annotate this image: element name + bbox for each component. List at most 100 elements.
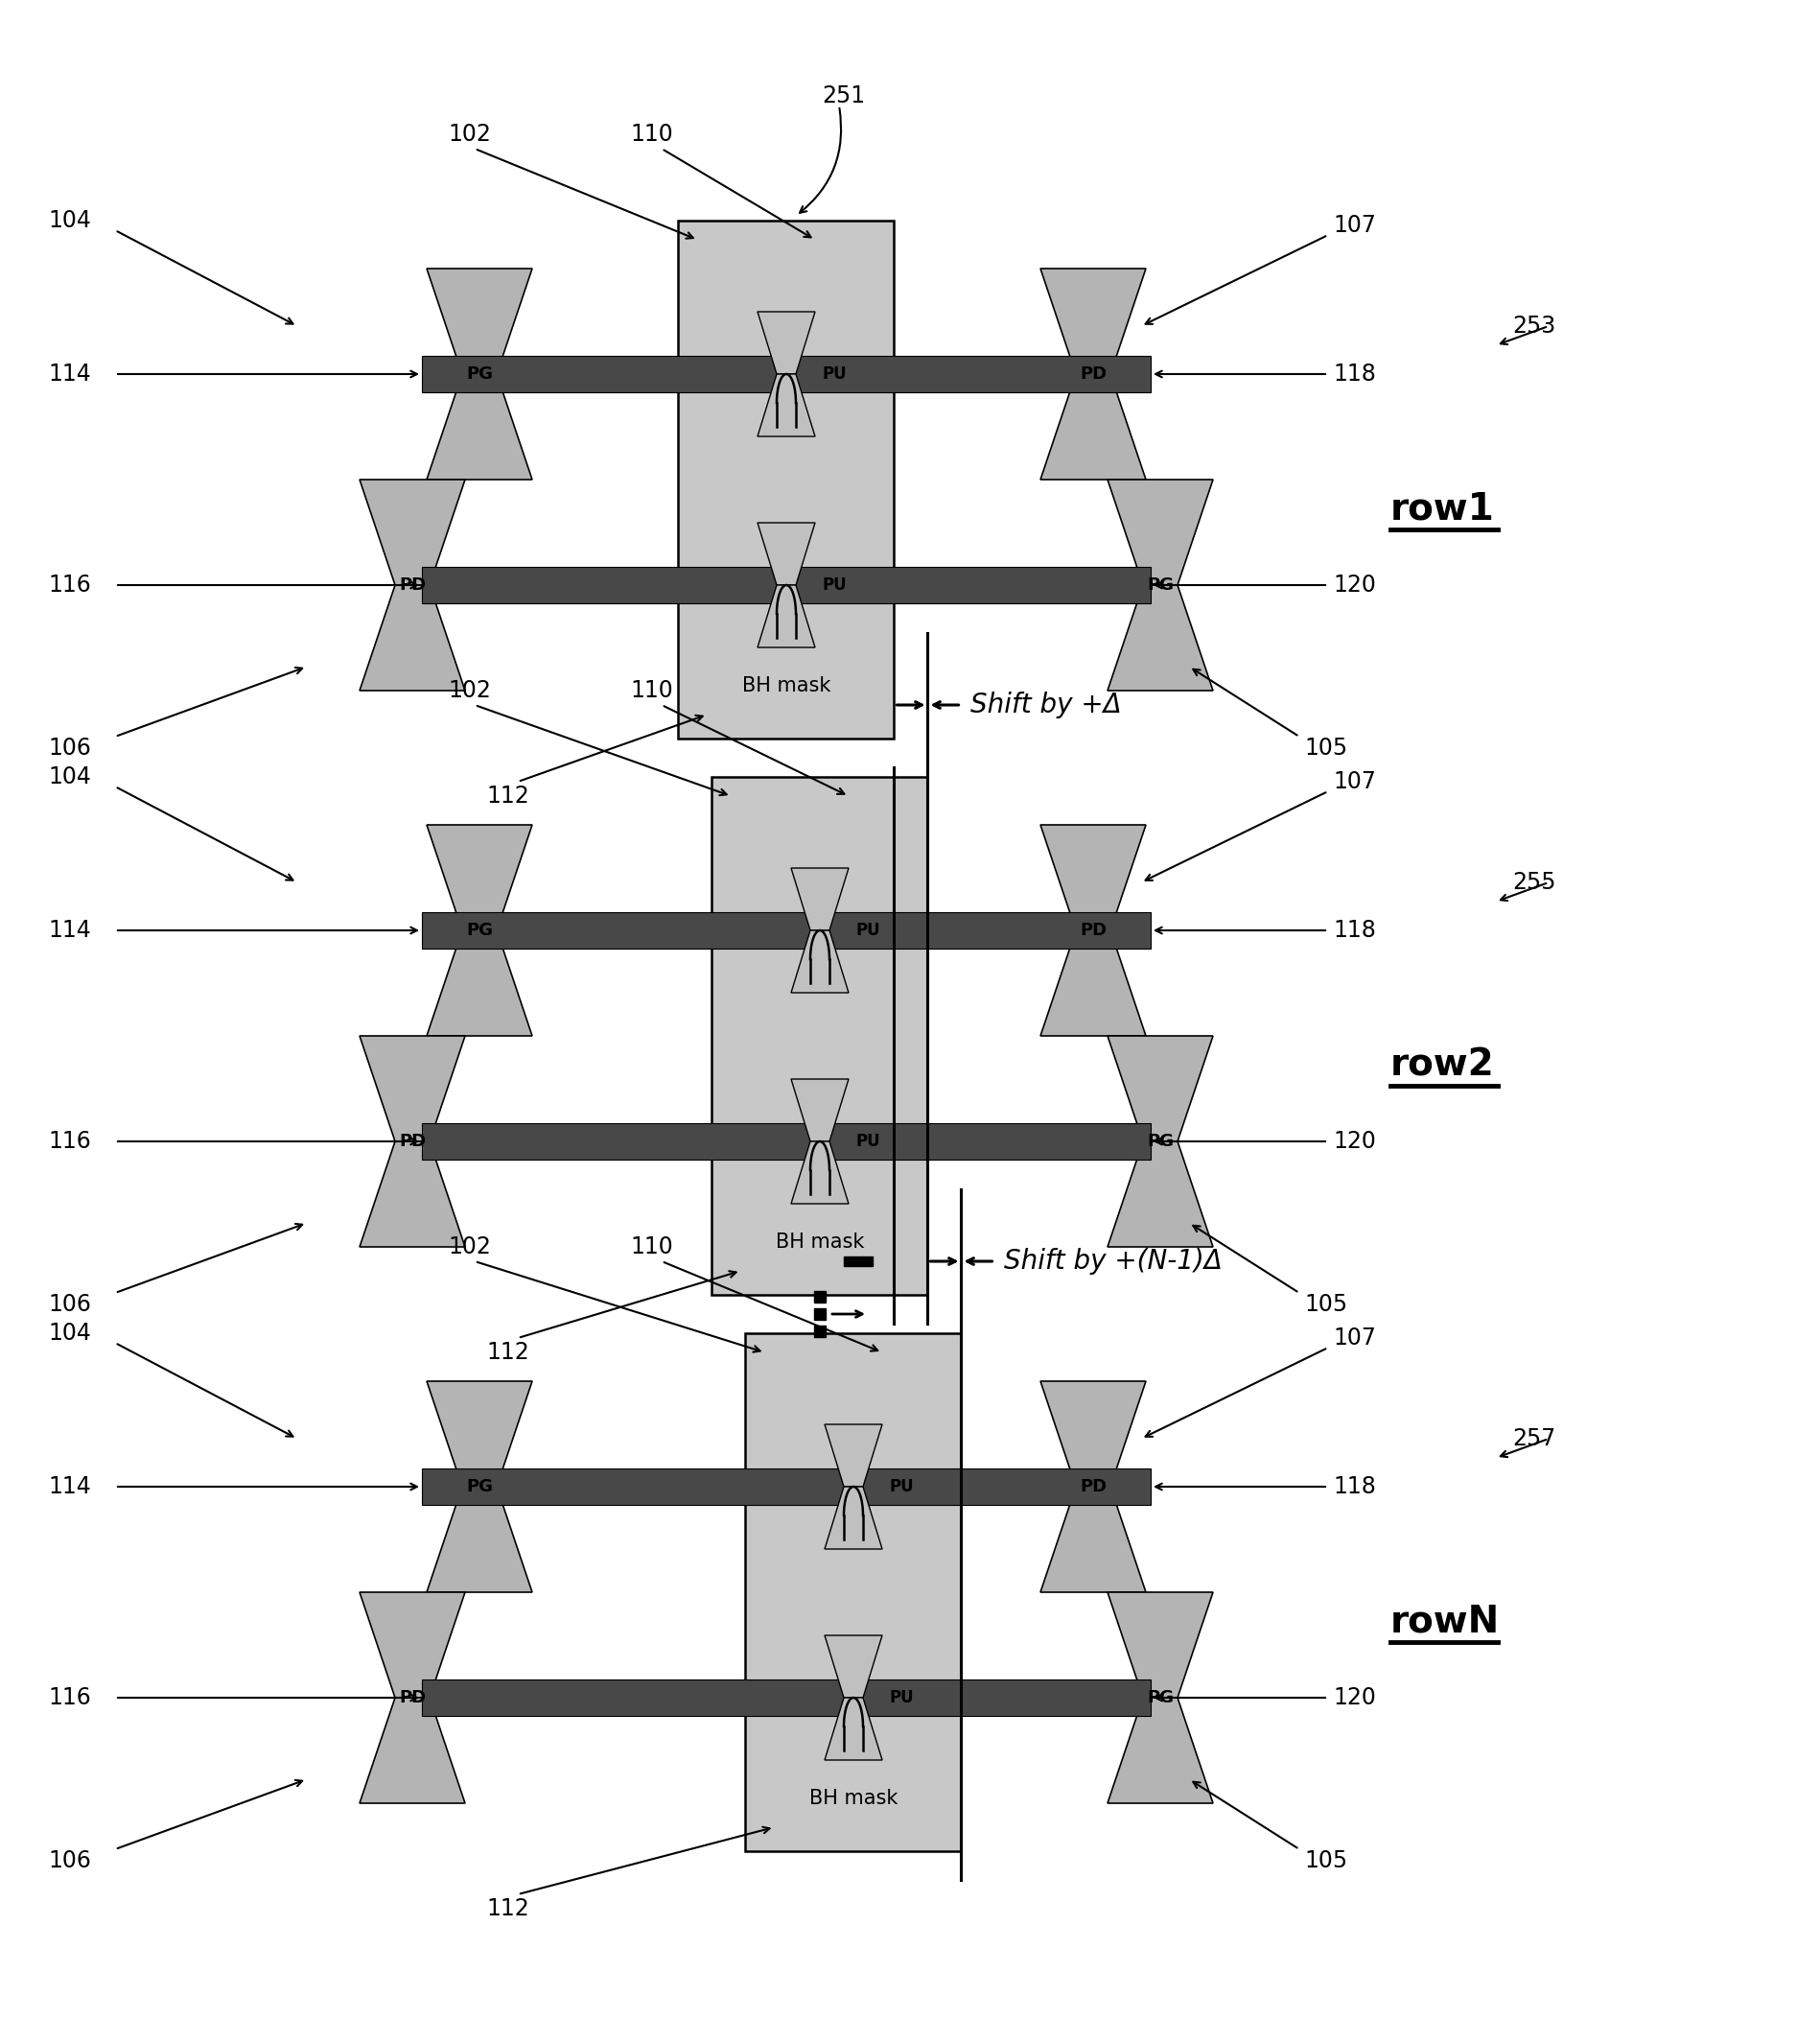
Polygon shape <box>360 1036 466 1142</box>
Text: 112: 112 <box>486 1340 530 1365</box>
Bar <box>422 1679 1150 1716</box>
Polygon shape <box>426 825 531 930</box>
Text: BH mask: BH mask <box>810 1790 897 1808</box>
Text: 104: 104 <box>47 1322 91 1344</box>
Polygon shape <box>1108 1698 1212 1804</box>
Polygon shape <box>426 1487 531 1591</box>
Text: 120: 120 <box>1332 1685 1376 1710</box>
Text: PU: PU <box>890 1690 914 1706</box>
Text: BH mask: BH mask <box>775 1232 864 1252</box>
Text: 104: 104 <box>47 766 91 789</box>
Polygon shape <box>426 930 531 1036</box>
Polygon shape <box>360 1591 466 1698</box>
Text: 110: 110 <box>630 1236 673 1258</box>
Text: PD: PD <box>1079 1477 1107 1495</box>
Bar <box>422 566 1150 603</box>
Polygon shape <box>360 1142 466 1246</box>
Polygon shape <box>1108 480 1212 584</box>
Text: 118: 118 <box>1332 919 1376 942</box>
Text: PU: PU <box>855 1132 881 1150</box>
Polygon shape <box>1108 1142 1212 1246</box>
Polygon shape <box>792 1079 848 1142</box>
Polygon shape <box>1041 374 1147 480</box>
Text: PG: PG <box>1147 1132 1174 1150</box>
Text: 114: 114 <box>47 1475 91 1498</box>
Polygon shape <box>426 268 531 374</box>
Text: PG: PG <box>1147 1690 1174 1706</box>
Text: 114: 114 <box>47 919 91 942</box>
Text: PD: PD <box>399 1690 426 1706</box>
Polygon shape <box>426 374 531 480</box>
Text: 102: 102 <box>448 1236 491 1258</box>
Text: PD: PD <box>1079 366 1107 382</box>
Text: 120: 120 <box>1332 574 1376 597</box>
Text: 118: 118 <box>1332 362 1376 386</box>
Text: 116: 116 <box>47 1130 91 1152</box>
Bar <box>422 355 1150 392</box>
Text: 110: 110 <box>630 123 673 145</box>
Text: 107: 107 <box>1332 215 1376 237</box>
Polygon shape <box>360 1698 466 1804</box>
Text: 257: 257 <box>1512 1428 1556 1451</box>
Text: 102: 102 <box>448 123 491 145</box>
Text: Shift by +(N-1)Δ: Shift by +(N-1)Δ <box>1005 1248 1223 1275</box>
Text: 120: 120 <box>1332 1130 1376 1152</box>
Text: 116: 116 <box>47 1685 91 1710</box>
Text: 112: 112 <box>486 1898 530 1920</box>
Text: PG: PG <box>466 921 493 940</box>
Polygon shape <box>792 930 848 993</box>
Text: Shift by +Δ: Shift by +Δ <box>970 691 1123 719</box>
Text: 102: 102 <box>448 678 491 703</box>
Text: 104: 104 <box>47 208 91 233</box>
Polygon shape <box>1041 1487 1147 1591</box>
Bar <box>712 776 928 1295</box>
Bar <box>422 1124 1150 1160</box>
Polygon shape <box>1108 1591 1212 1698</box>
Bar <box>422 911 1150 948</box>
Polygon shape <box>360 480 466 584</box>
Text: 106: 106 <box>47 738 91 760</box>
Polygon shape <box>757 374 815 437</box>
Text: 105: 105 <box>1305 1293 1347 1316</box>
Polygon shape <box>824 1424 883 1487</box>
Polygon shape <box>1041 1381 1147 1487</box>
Text: PG: PG <box>466 366 493 382</box>
Text: 255: 255 <box>1512 870 1556 895</box>
Bar <box>679 221 894 740</box>
Polygon shape <box>824 1634 883 1698</box>
Text: 106: 106 <box>47 1849 91 1871</box>
Text: BH mask: BH mask <box>743 676 830 695</box>
Text: PG: PG <box>466 1477 493 1495</box>
Polygon shape <box>1108 584 1212 691</box>
Text: 116: 116 <box>47 574 91 597</box>
Text: 105: 105 <box>1305 1849 1347 1871</box>
Text: PU: PU <box>890 1477 914 1495</box>
Text: PD: PD <box>399 1132 426 1150</box>
Polygon shape <box>824 1487 883 1549</box>
Polygon shape <box>757 523 815 584</box>
Polygon shape <box>1041 930 1147 1036</box>
Polygon shape <box>757 584 815 648</box>
Polygon shape <box>824 1698 883 1761</box>
Text: 251: 251 <box>823 84 866 108</box>
Polygon shape <box>1041 268 1147 374</box>
Text: PU: PU <box>823 576 848 595</box>
Text: PU: PU <box>855 921 881 940</box>
Text: PD: PD <box>399 576 426 595</box>
Text: PG: PG <box>1147 576 1174 595</box>
Text: row1: row1 <box>1390 490 1494 527</box>
Text: 105: 105 <box>1305 738 1347 760</box>
Polygon shape <box>1041 825 1147 930</box>
Text: PD: PD <box>1079 921 1107 940</box>
Text: 106: 106 <box>47 1293 91 1316</box>
Text: row2: row2 <box>1390 1046 1494 1083</box>
Polygon shape <box>792 868 848 930</box>
Text: PU: PU <box>823 366 848 382</box>
Text: 112: 112 <box>486 785 530 807</box>
Polygon shape <box>792 1142 848 1203</box>
Bar <box>422 1469 1150 1506</box>
Text: 107: 107 <box>1332 1326 1376 1350</box>
Text: 107: 107 <box>1332 770 1376 793</box>
Polygon shape <box>1108 1036 1212 1142</box>
Polygon shape <box>360 584 466 691</box>
